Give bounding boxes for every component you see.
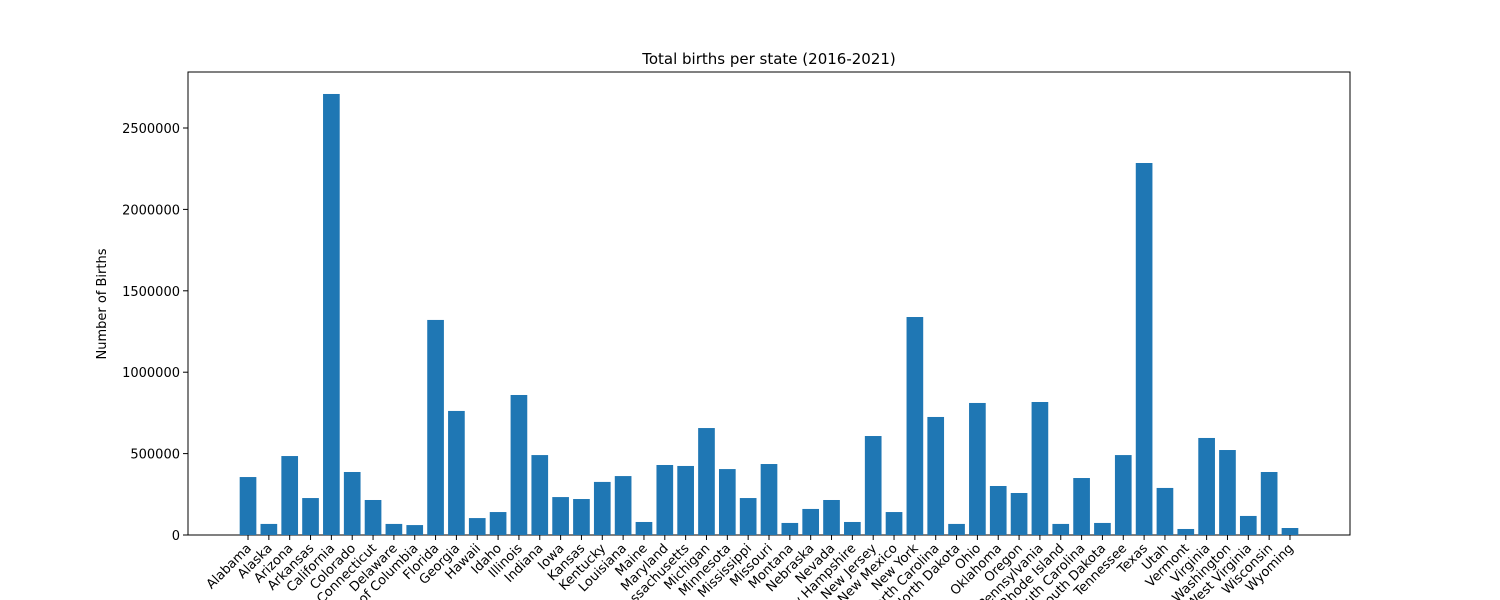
bar: [823, 499, 840, 535]
bar: [1281, 527, 1299, 535]
bar: [864, 436, 882, 535]
bar: [781, 522, 799, 535]
bar: [260, 523, 278, 535]
bar: [385, 523, 403, 535]
bar: [1198, 437, 1215, 535]
bar: [552, 497, 569, 535]
bar: [364, 499, 382, 535]
bar: [323, 93, 340, 536]
bar: [1177, 528, 1195, 535]
bar: [1073, 478, 1090, 535]
y-axis-label: Number of Births: [95, 248, 110, 359]
bar: [614, 476, 632, 535]
chart-title: Total births per state (2016-2021): [641, 50, 896, 68]
bar: [468, 518, 486, 535]
bar: [948, 523, 965, 535]
bar: [239, 477, 257, 535]
bar: [427, 319, 444, 535]
bar: [1031, 401, 1049, 535]
bar: [489, 512, 507, 535]
bar: [1219, 450, 1236, 535]
bar: [760, 464, 778, 535]
y-tick-label: 2000000: [122, 203, 180, 218]
bar: [906, 317, 924, 535]
bar: [635, 521, 653, 535]
y-tick-label: 1000000: [122, 366, 180, 381]
bar: [1114, 455, 1132, 535]
bar: [718, 469, 736, 535]
bar: [406, 525, 424, 535]
bar: [1260, 471, 1278, 535]
bar: [739, 498, 757, 535]
bar: [531, 455, 549, 535]
bar: [281, 456, 299, 535]
bar: [1010, 492, 1028, 535]
y-tick-label: 0: [172, 529, 180, 544]
bar: [1094, 522, 1111, 535]
bar: [302, 498, 319, 535]
bar: [802, 508, 820, 535]
bar: [1135, 163, 1153, 535]
bar: [1052, 523, 1070, 535]
bar: [844, 521, 861, 535]
bar: [656, 464, 674, 535]
bar: [343, 471, 361, 535]
bar: [969, 402, 986, 535]
y-tick-label: 2500000: [122, 122, 180, 137]
bar: [510, 394, 528, 535]
bar: [927, 416, 945, 535]
bar: [885, 512, 903, 535]
bar: [698, 428, 715, 535]
bar: [677, 465, 694, 535]
y-tick-label: 500000: [130, 448, 180, 463]
bar: [448, 410, 465, 535]
bar: [1239, 515, 1257, 535]
bar: [1156, 487, 1174, 535]
bar: [989, 485, 1007, 535]
y-tick-label: 1500000: [122, 285, 180, 300]
bar: [573, 499, 590, 535]
bar: [593, 481, 611, 535]
